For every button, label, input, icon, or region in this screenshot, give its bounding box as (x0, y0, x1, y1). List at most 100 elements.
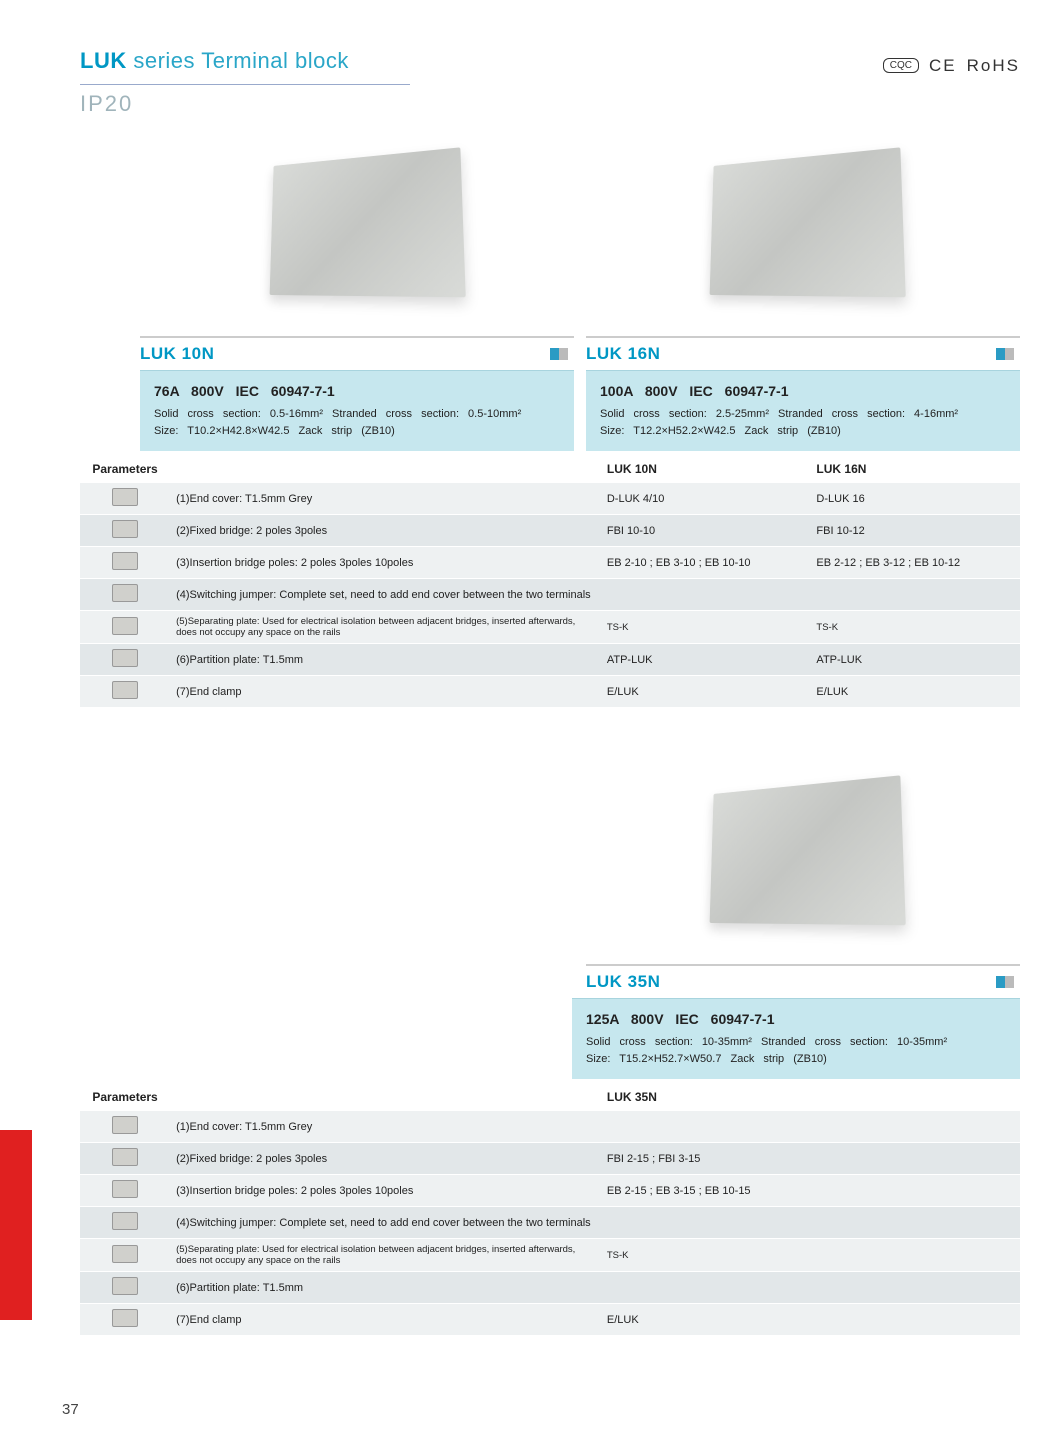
table-row: (2)Fixed bridge: 2 poles 3polesFBI 2-15 … (80, 1143, 1020, 1175)
param-value-luk35n (601, 1207, 811, 1239)
param-value-luk16n: D-LUK 16 (810, 483, 1020, 515)
param-value-spacer (810, 1304, 1020, 1336)
param-icon-cell (80, 515, 170, 547)
product-name: LUK 16N (586, 344, 1020, 364)
spec-line: Solid cross section: 10-35mm² Stranded c… (586, 1034, 1006, 1051)
param-value-luk35n (601, 1111, 811, 1143)
param-value-luk10n: FBI 10-10 (601, 515, 811, 547)
param-desc: (3)Insertion bridge poles: 2 poles 3pole… (170, 547, 601, 579)
table-row: (5)Separating plate: Used for electrical… (80, 1239, 1020, 1272)
section1-images (140, 130, 1020, 320)
param-value-spacer (810, 1111, 1020, 1143)
product-info-icon (996, 976, 1014, 988)
luk10n-spec: 76A 800V IEC 60947-7-1 Solid cross secti… (140, 370, 574, 451)
param-value-spacer (810, 1239, 1020, 1272)
param-value-luk35n: FBI 2-15 ; FBI 3-15 (601, 1143, 811, 1175)
table-row: (1)End cover: T1.5mm Grey (80, 1111, 1020, 1143)
param-icon (112, 552, 138, 570)
param-value-luk35n: E/LUK (601, 1304, 811, 1336)
param-desc: (3)Insertion bridge poles: 2 poles 3pole… (170, 1175, 601, 1207)
param-icon-cell (80, 676, 170, 708)
page-title: LUK series Terminal block (80, 48, 349, 74)
col-head-spacer (810, 1085, 1020, 1111)
table-row: (5)Separating plate: Used for electrical… (80, 611, 1020, 644)
param-icon (112, 1277, 138, 1295)
param-desc: (7)End clamp (170, 1304, 601, 1336)
spec-line: Size: T12.2×H52.2×W42.5 Zack strip (ZB10… (600, 423, 1006, 440)
title-rest: series Terminal block (127, 48, 349, 73)
table-row: (7)End clampE/LUKE/LUK (80, 676, 1020, 708)
spec-line: Solid cross section: 2.5-25mm² Stranded … (600, 406, 1006, 423)
param-icon (112, 617, 138, 635)
spec-line: Size: T10.2×H42.8×W42.5 Zack strip (ZB10… (154, 423, 560, 440)
table-row: (6)Partition plate: T1.5mm (80, 1272, 1020, 1304)
col-head-params: Parameters (80, 1085, 170, 1111)
param-icon (112, 1212, 138, 1230)
table-row: (4)Switching jumper: Complete set, need … (80, 579, 1020, 611)
param-icon-cell (80, 1304, 170, 1336)
param-value-luk35n: EB 2-15 ; EB 3-15 ; EB 10-15 (601, 1175, 811, 1207)
section2-images (140, 758, 1020, 948)
param-value-spacer (810, 1272, 1020, 1304)
param-value-luk16n: FBI 10-12 (810, 515, 1020, 547)
param-icon-cell (80, 611, 170, 644)
table-row: (1)End cover: T1.5mm GreyD-LUK 4/10D-LUK… (80, 483, 1020, 515)
spec-main: 125A 800V IEC 60947-7-1 (586, 1009, 1006, 1030)
luk16n-spec: 100A 800V IEC 60947-7-1 Solid cross sect… (586, 370, 1020, 451)
param-icon-cell (80, 644, 170, 676)
param-desc: (1)End cover: T1.5mm Grey (170, 483, 601, 515)
luk16n-header: LUK 16N (586, 336, 1020, 364)
param-icon (112, 488, 138, 506)
table-row: (3)Insertion bridge poles: 2 poles 3pole… (80, 547, 1020, 579)
param-icon-cell (80, 1143, 170, 1175)
param-value-luk16n (810, 579, 1020, 611)
table-row: (4)Switching jumper: Complete set, need … (80, 1207, 1020, 1239)
spec-main: 76A 800V IEC 60947-7-1 (154, 381, 560, 402)
param-icon (112, 649, 138, 667)
param-icon (112, 1245, 138, 1263)
param-desc: (2)Fixed bridge: 2 poles 3poles (170, 515, 601, 547)
product-info-icon (996, 348, 1014, 360)
param-desc: (2)Fixed bridge: 2 poles 3poles (170, 1143, 601, 1175)
section2-parameters-table: Parameters LUK 35N (1)End cover: T1.5mm … (80, 1085, 1020, 1336)
param-icon-cell (80, 1272, 170, 1304)
param-icon-cell (80, 1239, 170, 1272)
luk35n-image (710, 775, 906, 925)
page-number: 37 (62, 1401, 79, 1418)
col-head-blank (170, 1085, 601, 1111)
param-value-luk16n: E/LUK (810, 676, 1020, 708)
param-icon (112, 1148, 138, 1166)
product-name: LUK 35N (586, 972, 1020, 992)
param-value-luk16n: ATP-LUK (810, 644, 1020, 676)
param-icon (112, 1180, 138, 1198)
luk10n-image (270, 147, 466, 297)
param-value-luk16n: EB 2-12 ; EB 3-12 ; EB 10-12 (810, 547, 1020, 579)
title-rule (80, 84, 410, 85)
certifications: CQC CE RoHS (883, 56, 1020, 76)
product-name: LUK 10N (140, 344, 574, 364)
spec-main: 100A 800V IEC 60947-7-1 (600, 381, 1006, 402)
ip-rating: IP20 (80, 91, 1020, 117)
param-icon (112, 681, 138, 699)
param-desc: (6)Partition plate: T1.5mm (170, 1272, 601, 1304)
param-desc: (4)Switching jumper: Complete set, need … (170, 1207, 601, 1239)
col-head-params: Parameters (80, 457, 170, 483)
param-icon (112, 1116, 138, 1134)
param-icon-cell (80, 579, 170, 611)
table-row: (6)Partition plate: T1.5mmATP-LUKATP-LUK (80, 644, 1020, 676)
col-head-blank (170, 457, 601, 483)
page-accent-strip (0, 1130, 32, 1320)
ce-mark: CE (929, 56, 957, 76)
luk16n-image (710, 147, 906, 297)
param-desc: (6)Partition plate: T1.5mm (170, 644, 601, 676)
param-value-luk10n: D-LUK 4/10 (601, 483, 811, 515)
param-desc: (5)Separating plate: Used for electrical… (170, 1239, 601, 1272)
param-icon-cell (80, 1111, 170, 1143)
param-value-luk35n (601, 1272, 811, 1304)
table-row: (3)Insertion bridge poles: 2 poles 3pole… (80, 1175, 1020, 1207)
param-value-luk10n (601, 579, 811, 611)
param-value-luk10n: E/LUK (601, 676, 811, 708)
param-icon (112, 584, 138, 602)
cqc-badge: CQC (883, 58, 919, 73)
spec-line: Solid cross section: 0.5-16mm² Stranded … (154, 406, 560, 423)
